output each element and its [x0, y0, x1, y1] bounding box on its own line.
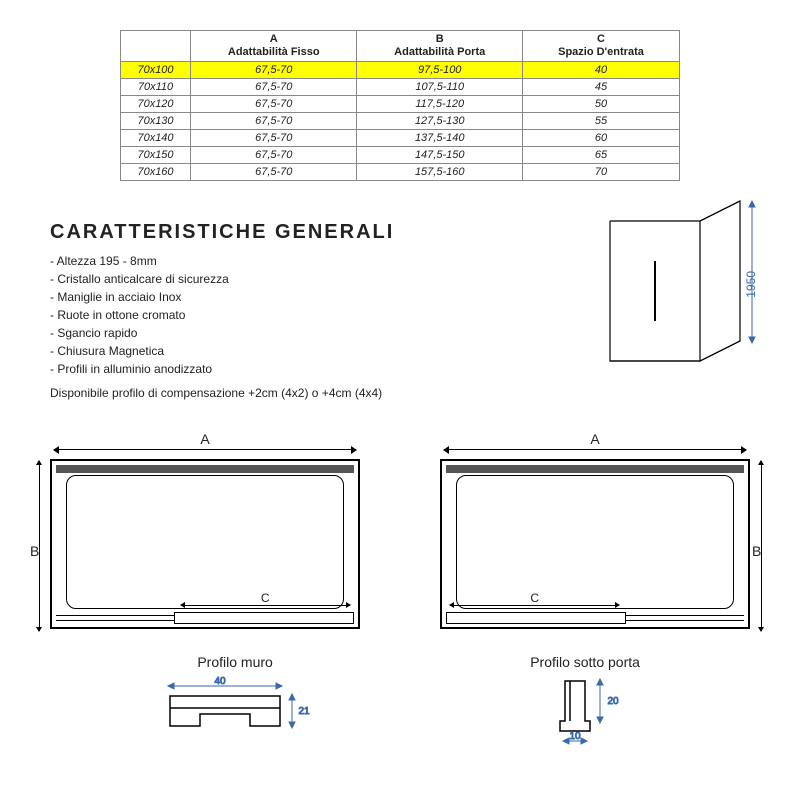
cell-size: 70x140 [121, 130, 191, 147]
plan-left: A B C [50, 431, 360, 629]
cell-c: 65 [522, 147, 679, 164]
table-row: 70x15067,5-70147,5-15065 [121, 147, 680, 164]
cell-a: 67,5-70 [191, 62, 357, 79]
table-row: 70x16067,5-70157,5-16070 [121, 164, 680, 181]
table-row: 70x10067,5-7097,5-10040 [121, 62, 680, 79]
table-row: 70x14067,5-70137,5-14060 [121, 130, 680, 147]
th-b: BAdattabilità Porta [357, 31, 523, 62]
th-a: AAdattabilità Fisso [191, 31, 357, 62]
cell-b: 117,5-120 [357, 96, 523, 113]
isometric-diagram [590, 191, 770, 391]
profile-door: Profilo sotto porta 20 10 [530, 654, 640, 746]
cell-size: 70x120 [121, 96, 191, 113]
dim-b-label: B [30, 543, 39, 559]
cell-a: 67,5-70 [191, 96, 357, 113]
plan-views: A B C A B C [50, 431, 750, 629]
cell-b: 147,5-150 [357, 147, 523, 164]
cell-c: 40 [522, 62, 679, 79]
cell-a: 67,5-70 [191, 130, 357, 147]
profile-diagrams: Profilo muro 40 21 Profilo sotto porta [50, 654, 750, 746]
cell-b: 107,5-110 [357, 79, 523, 96]
profile-door-title: Profilo sotto porta [530, 654, 640, 670]
profile-door-w: 10 [569, 731, 581, 742]
dim-a-label: A [50, 431, 360, 447]
cell-a: 67,5-70 [191, 147, 357, 164]
table-row: 70x12067,5-70117,5-12050 [121, 96, 680, 113]
cell-c: 50 [522, 96, 679, 113]
table-row: 70x11067,5-70107,5-11045 [121, 79, 680, 96]
cell-size: 70x160 [121, 164, 191, 181]
cell-c: 60 [522, 130, 679, 147]
cell-size: 70x130 [121, 113, 191, 130]
cell-b: 137,5-140 [357, 130, 523, 147]
cell-a: 67,5-70 [191, 164, 357, 181]
cell-b: 127,5-130 [357, 113, 523, 130]
profile-wall-w: 40 [215, 676, 227, 687]
table-row: 70x13067,5-70127,5-13055 [121, 113, 680, 130]
cell-size: 70x110 [121, 79, 191, 96]
cell-c: 45 [522, 79, 679, 96]
cell-b: 157,5-160 [357, 164, 523, 181]
dim-b-label-2: B [752, 543, 761, 559]
cell-a: 67,5-70 [191, 113, 357, 130]
cell-size: 70x150 [121, 147, 191, 164]
profile-wall: Profilo muro 40 21 [160, 654, 310, 746]
dim-a-label-2: A [440, 431, 750, 447]
profile-door-h: 20 [607, 696, 619, 707]
cell-c: 70 [522, 164, 679, 181]
th-size [121, 31, 191, 62]
th-c: CSpazio D'entrata [522, 31, 679, 62]
plan-right: A B C [440, 431, 750, 629]
profile-wall-h: 21 [299, 706, 311, 717]
cell-size: 70x100 [121, 62, 191, 79]
cell-a: 67,5-70 [191, 79, 357, 96]
iso-height-label: 1950 [744, 271, 758, 298]
dim-c-label-2: C [450, 591, 619, 605]
spec-table: AAdattabilità Fisso BAdattabilità Porta … [120, 30, 680, 181]
cell-c: 55 [522, 113, 679, 130]
dim-c-label: C [181, 591, 350, 605]
cell-b: 97,5-100 [357, 62, 523, 79]
profile-wall-title: Profilo muro [160, 654, 310, 670]
